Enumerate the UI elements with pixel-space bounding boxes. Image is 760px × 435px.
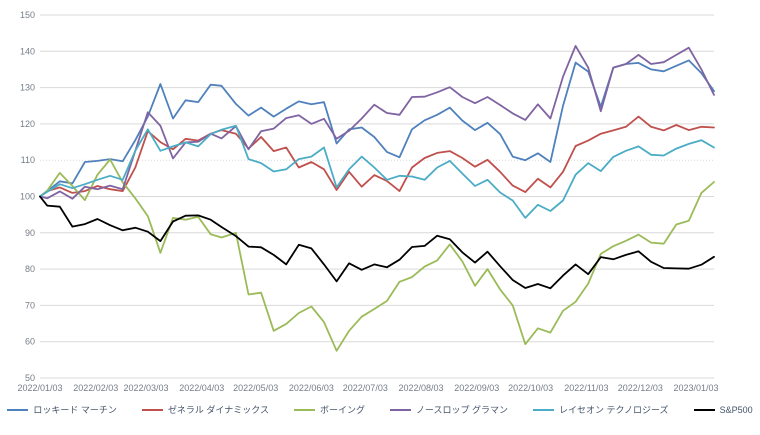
x-tick-label: 2022/06/03: [289, 383, 334, 393]
gridlines: [40, 14, 714, 379]
x-tick-label: 2022/04/03: [179, 383, 224, 393]
y-axis-labels: 150 140 130 120 110 100 90 80 70 60 50: [20, 10, 35, 383]
legend-label: ノースロップ グラマン: [415, 405, 509, 415]
series-line-ノースロップ グラマン: [39, 45, 715, 200]
series-line-ロッキード マーチン: [39, 59, 715, 198]
legend-line-marker: [7, 408, 29, 411]
legend-label: S&P500: [719, 404, 753, 415]
chart-legend: ロッキード マーチン ゼネラル ダイナミックス ボーイング ノースロップ グラマン レイ…: [0, 403, 760, 416]
legend-label: ボーイング: [319, 405, 365, 415]
legend-line-marker: [293, 408, 315, 411]
y-tick-label: 90: [25, 228, 35, 238]
legend-item: ゼネラル ダイナミックス: [141, 403, 269, 416]
legend-label: ゼネラル ダイナミックス: [167, 405, 269, 415]
series-line-S&P500: [39, 195, 715, 290]
x-tick-label: 2022/01/03: [17, 383, 62, 393]
y-tick-label: 60: [25, 337, 35, 347]
legend-item: レイセオン テクノロジーズ: [533, 403, 669, 416]
y-tick-label: 120: [20, 119, 35, 129]
x-tick-label: 2022/02/03: [73, 383, 118, 393]
x-axis-labels: 2022/01/03 2022/02/03 2022/03/03 2022/04/03…: [17, 383, 718, 393]
y-tick-label: 80: [25, 264, 35, 274]
series-line-ゼネラル ダイナミックス: [39, 115, 715, 198]
x-tick-label: 2022/05/03: [233, 383, 278, 393]
legend-line-marker: [141, 408, 163, 411]
x-tick-label: 2023/01/03: [674, 383, 719, 393]
y-tick-label: 50: [25, 373, 35, 383]
legend-line-marker: [693, 408, 715, 411]
x-tick-label: 2022/03/03: [124, 383, 169, 393]
legend-item: ノースロップ グラマン: [389, 403, 509, 416]
legend-item: ボーイング: [293, 403, 365, 416]
series-lines: [39, 45, 715, 352]
y-tick-label: 140: [20, 46, 35, 56]
x-tick-label: 2022/09/03: [454, 383, 499, 393]
legend-label: ロッキード マーチン: [33, 405, 117, 415]
y-tick-label: 150: [20, 10, 35, 20]
y-tick-label: 70: [25, 300, 35, 310]
y-tick-label: 110: [21, 155, 35, 165]
y-tick-label: 100: [20, 192, 35, 202]
series-line-レイセオン テクノロジーズ: [39, 124, 715, 219]
legend-item: ロッキード マーチン: [7, 403, 117, 416]
x-tick-label: 2022/10/03: [508, 383, 553, 393]
legend-line-marker: [533, 408, 555, 411]
y-tick-label: 130: [20, 83, 35, 93]
legend-line-marker: [389, 408, 411, 411]
x-tick-label: 2022/08/03: [399, 383, 444, 393]
x-tick-label: 2022/12/03: [618, 383, 663, 393]
legend-label: レイセオン テクノロジーズ: [559, 405, 669, 415]
series-line-ボーイング: [39, 158, 715, 352]
legend-item: S&P500: [693, 404, 753, 415]
x-tick-label: 2022/11/03: [564, 383, 608, 393]
x-tick-label: 2022/07/03: [343, 383, 388, 393]
